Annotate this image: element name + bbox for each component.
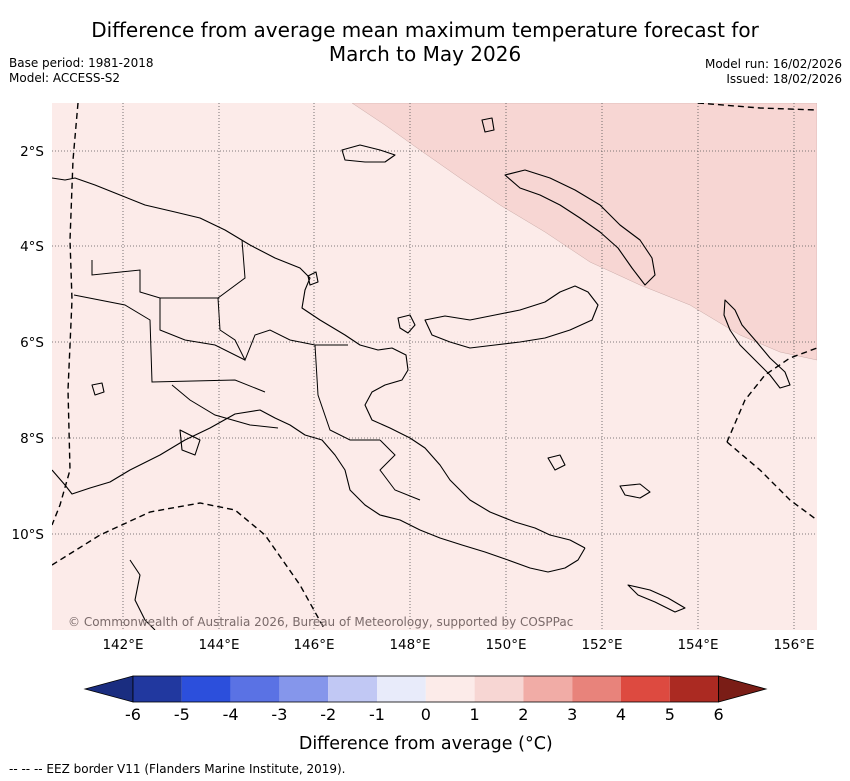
model-run-text: Model run: 16/02/2026: [704, 57, 842, 71]
border-highlands: [217, 297, 348, 362]
island-papua-west: [91, 382, 105, 396]
cb-tick-2: 2: [518, 705, 528, 724]
border-enga: [159, 298, 246, 361]
lat-tick-10s: 10°S: [12, 527, 45, 543]
new-britain-island: [424, 285, 599, 349]
eez-border-west: [52, 103, 79, 526]
cb-tick-minus3: -3: [271, 705, 287, 724]
eez-footnote: -- -- -- EEZ border V11 (Flanders Marine…: [9, 762, 346, 776]
lon-tick-labels: 142°E 144°E 146°E 148°E 150°E 152°E 154°…: [102, 637, 814, 653]
island-coast-1: [307, 271, 319, 286]
cb-tick-1: 1: [470, 705, 480, 724]
island-fly-delta: [179, 429, 201, 456]
colorbar-outline: [132, 675, 719, 703]
lon-tick-146e: 146°E: [293, 637, 334, 653]
island-trobriand: [547, 454, 566, 471]
colorbar-segment-9: [523, 676, 573, 702]
mainland-south-coast: [52, 409, 586, 573]
map-title: Difference from average mean maximum tem…: [0, 18, 850, 66]
title-line-2: March to May 2026: [328, 42, 522, 66]
border-central: [379, 439, 421, 501]
cb-tick-4: 4: [616, 705, 626, 724]
title-line-1: Difference from average mean maximum tem…: [91, 18, 759, 42]
border-fly: [171, 384, 279, 429]
colorbar-segment-2: [181, 676, 231, 702]
cb-tick-5: 5: [665, 705, 675, 724]
model-text: Model: ACCESS-S2: [9, 71, 121, 85]
eez-border-south: [52, 502, 326, 630]
border-gulf: [314, 344, 380, 441]
eez-border-east: [726, 347, 817, 443]
colorbar: [83, 675, 768, 703]
colorbar-segment-4: [279, 676, 329, 702]
lat-tick-4s: 4°S: [20, 239, 44, 255]
cb-tick-minus4: -4: [223, 705, 239, 724]
map-panel: © Commonwealth of Australia 2026, Bureau…: [52, 103, 817, 630]
colorbar-segment-5: [328, 676, 377, 702]
meta-left: Base period: 1981-2018 Model: ACCESS-S2: [9, 56, 154, 86]
lon-tick-152e: 152°E: [581, 637, 622, 653]
provincial-borders: [73, 239, 421, 501]
map-credit: © Commonwealth of Australia 2026, Bureau…: [68, 615, 573, 629]
cb-tick-minus5: -5: [174, 705, 190, 724]
colorbar-segment-10: [572, 676, 621, 702]
colorbar-under-arrow: [83, 675, 134, 703]
cb-tick-0: 0: [421, 705, 431, 724]
border-western: [73, 294, 266, 393]
eez-border-southeast: [726, 441, 817, 521]
base-period-text: Base period: 1981-2018: [9, 56, 154, 70]
cb-tick-6: 6: [714, 705, 724, 724]
lat-tick-8s: 8°S: [20, 431, 44, 447]
lon-tick-154e: 154°E: [677, 637, 718, 653]
anomaly-field-1-to-2: [351, 103, 817, 361]
lon-tick-148e: 148°E: [389, 637, 430, 653]
mainland-north-coast: [52, 177, 586, 549]
rossel-island: [627, 584, 686, 613]
cb-tick-minus1: -1: [369, 705, 385, 724]
colorbar-segment-7: [425, 676, 475, 702]
border-sandaun: [91, 239, 246, 299]
colorbar-segment-11: [621, 676, 670, 702]
lat-tick-2s: 2°S: [20, 144, 44, 160]
eez-border-north: [697, 103, 817, 111]
eez-borders: [52, 103, 817, 630]
issued-text: Issued: 18/02/2026: [726, 72, 842, 86]
lat-tick-6s: 6°S: [20, 335, 44, 351]
colorbar-over-arrow: [718, 675, 768, 703]
coastlines: [52, 117, 791, 630]
colorbar-segment-12: [669, 676, 719, 702]
colorbar-tick-labels: -6 -5 -4 -3 -2 -1 0 1 2 3 4 5 6: [125, 705, 724, 724]
colorbar-segment-3: [230, 676, 280, 702]
lon-tick-150e: 150°E: [485, 637, 526, 653]
island-milne-1: [619, 483, 651, 499]
lon-tick-144e: 144°E: [198, 637, 239, 653]
colorbar-segment-8: [474, 676, 524, 702]
island-north-1: [481, 117, 495, 133]
new-ireland-island: [504, 169, 656, 286]
meta-right: Model run: 16/02/2026 Issued: 18/02/2026: [705, 57, 842, 87]
manus-island: [341, 144, 396, 163]
gridlines: [52, 103, 817, 630]
cb-tick-minus2: -2: [320, 705, 336, 724]
cb-tick-3: 3: [567, 705, 577, 724]
cape-york-coast: [129, 559, 156, 630]
cb-tick-minus6: -6: [125, 705, 141, 724]
lon-tick-156e: 156°E: [773, 637, 814, 653]
lat-tick-labels: 2°S 4°S 6°S 8°S 10°S: [12, 144, 45, 543]
colorbar-segment-1: [133, 676, 182, 702]
island-west-new-britain: [397, 314, 416, 334]
colorbar-segment-6: [377, 676, 426, 702]
colorbar-label: Difference from average (°C): [299, 734, 553, 754]
bougainville-island: [723, 299, 791, 389]
lon-tick-142e: 142°E: [102, 637, 143, 653]
